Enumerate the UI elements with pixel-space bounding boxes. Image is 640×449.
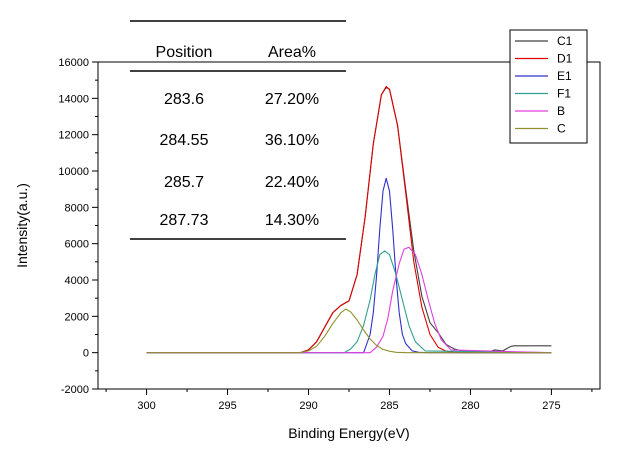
x-tick-label: 300 [137, 400, 155, 412]
table-header-area: Area% [268, 44, 316, 61]
legend: C1 D1 E1 F1 BC [509, 29, 588, 144]
y-tick-label: 2000 [65, 311, 89, 323]
legend-label: C [557, 122, 566, 136]
series-line-b [146, 246, 552, 354]
x-tick-label: 295 [218, 400, 236, 412]
table-cell-area: 36.10% [265, 132, 319, 149]
table-cell-position: 285.7 [164, 174, 204, 191]
x-tick-label: 285 [380, 400, 398, 412]
x-tick-label: 290 [299, 400, 317, 412]
legend-label: F1 [557, 87, 571, 101]
y-tick-label: -2000 [61, 384, 89, 396]
legend-label: C1 [557, 34, 573, 48]
y-tick-label: 4000 [65, 275, 89, 287]
x-axis-ticks: 300 295 290 285 280 275 [105, 389, 593, 412]
y-axis-title: Intensity(a.u.) [14, 183, 30, 268]
series-line-c [146, 308, 552, 354]
x-tick-label: 275 [542, 400, 560, 412]
table-cell-area: 22.40% [265, 174, 319, 191]
series-layer [146, 85, 552, 354]
table-cell-area: 14.30% [265, 212, 319, 229]
table-cell-position: 283.6 [164, 91, 204, 108]
legend-items: C1 D1 E1 F1 BC [515, 34, 573, 136]
legend-label: B [557, 104, 565, 118]
table-cell-position: 284.55 [160, 132, 209, 149]
legend-box [509, 29, 588, 144]
legend-label: D1 [557, 52, 573, 66]
series-line-e1 [146, 177, 552, 354]
y-tick-label: 12000 [58, 130, 89, 142]
y-tick-label: 14000 [58, 93, 89, 105]
y-tick-label: 16000 [58, 57, 89, 69]
x-tick-label: 280 [461, 400, 479, 412]
data-table: Position Area% 283.6 27.20% 284.55 36.10… [130, 20, 346, 240]
x-axis-title: Binding Energy(eV) [288, 425, 409, 441]
table-cell-position: 287.73 [160, 212, 209, 229]
y-tick-label: 0 [83, 348, 89, 360]
y-tick-label: 6000 [65, 239, 89, 251]
table-cell-area: 27.20% [265, 91, 319, 108]
table-header-position: Position [156, 44, 213, 61]
legend-label: E1 [557, 69, 572, 83]
y-axis-ticks: -2000 0 2000 4000 6000 8000 10000 12000 14000 160… [58, 57, 98, 396]
series-line-f1 [146, 250, 552, 354]
y-tick-label: 10000 [58, 166, 89, 178]
y-tick-label: 8000 [65, 202, 89, 214]
